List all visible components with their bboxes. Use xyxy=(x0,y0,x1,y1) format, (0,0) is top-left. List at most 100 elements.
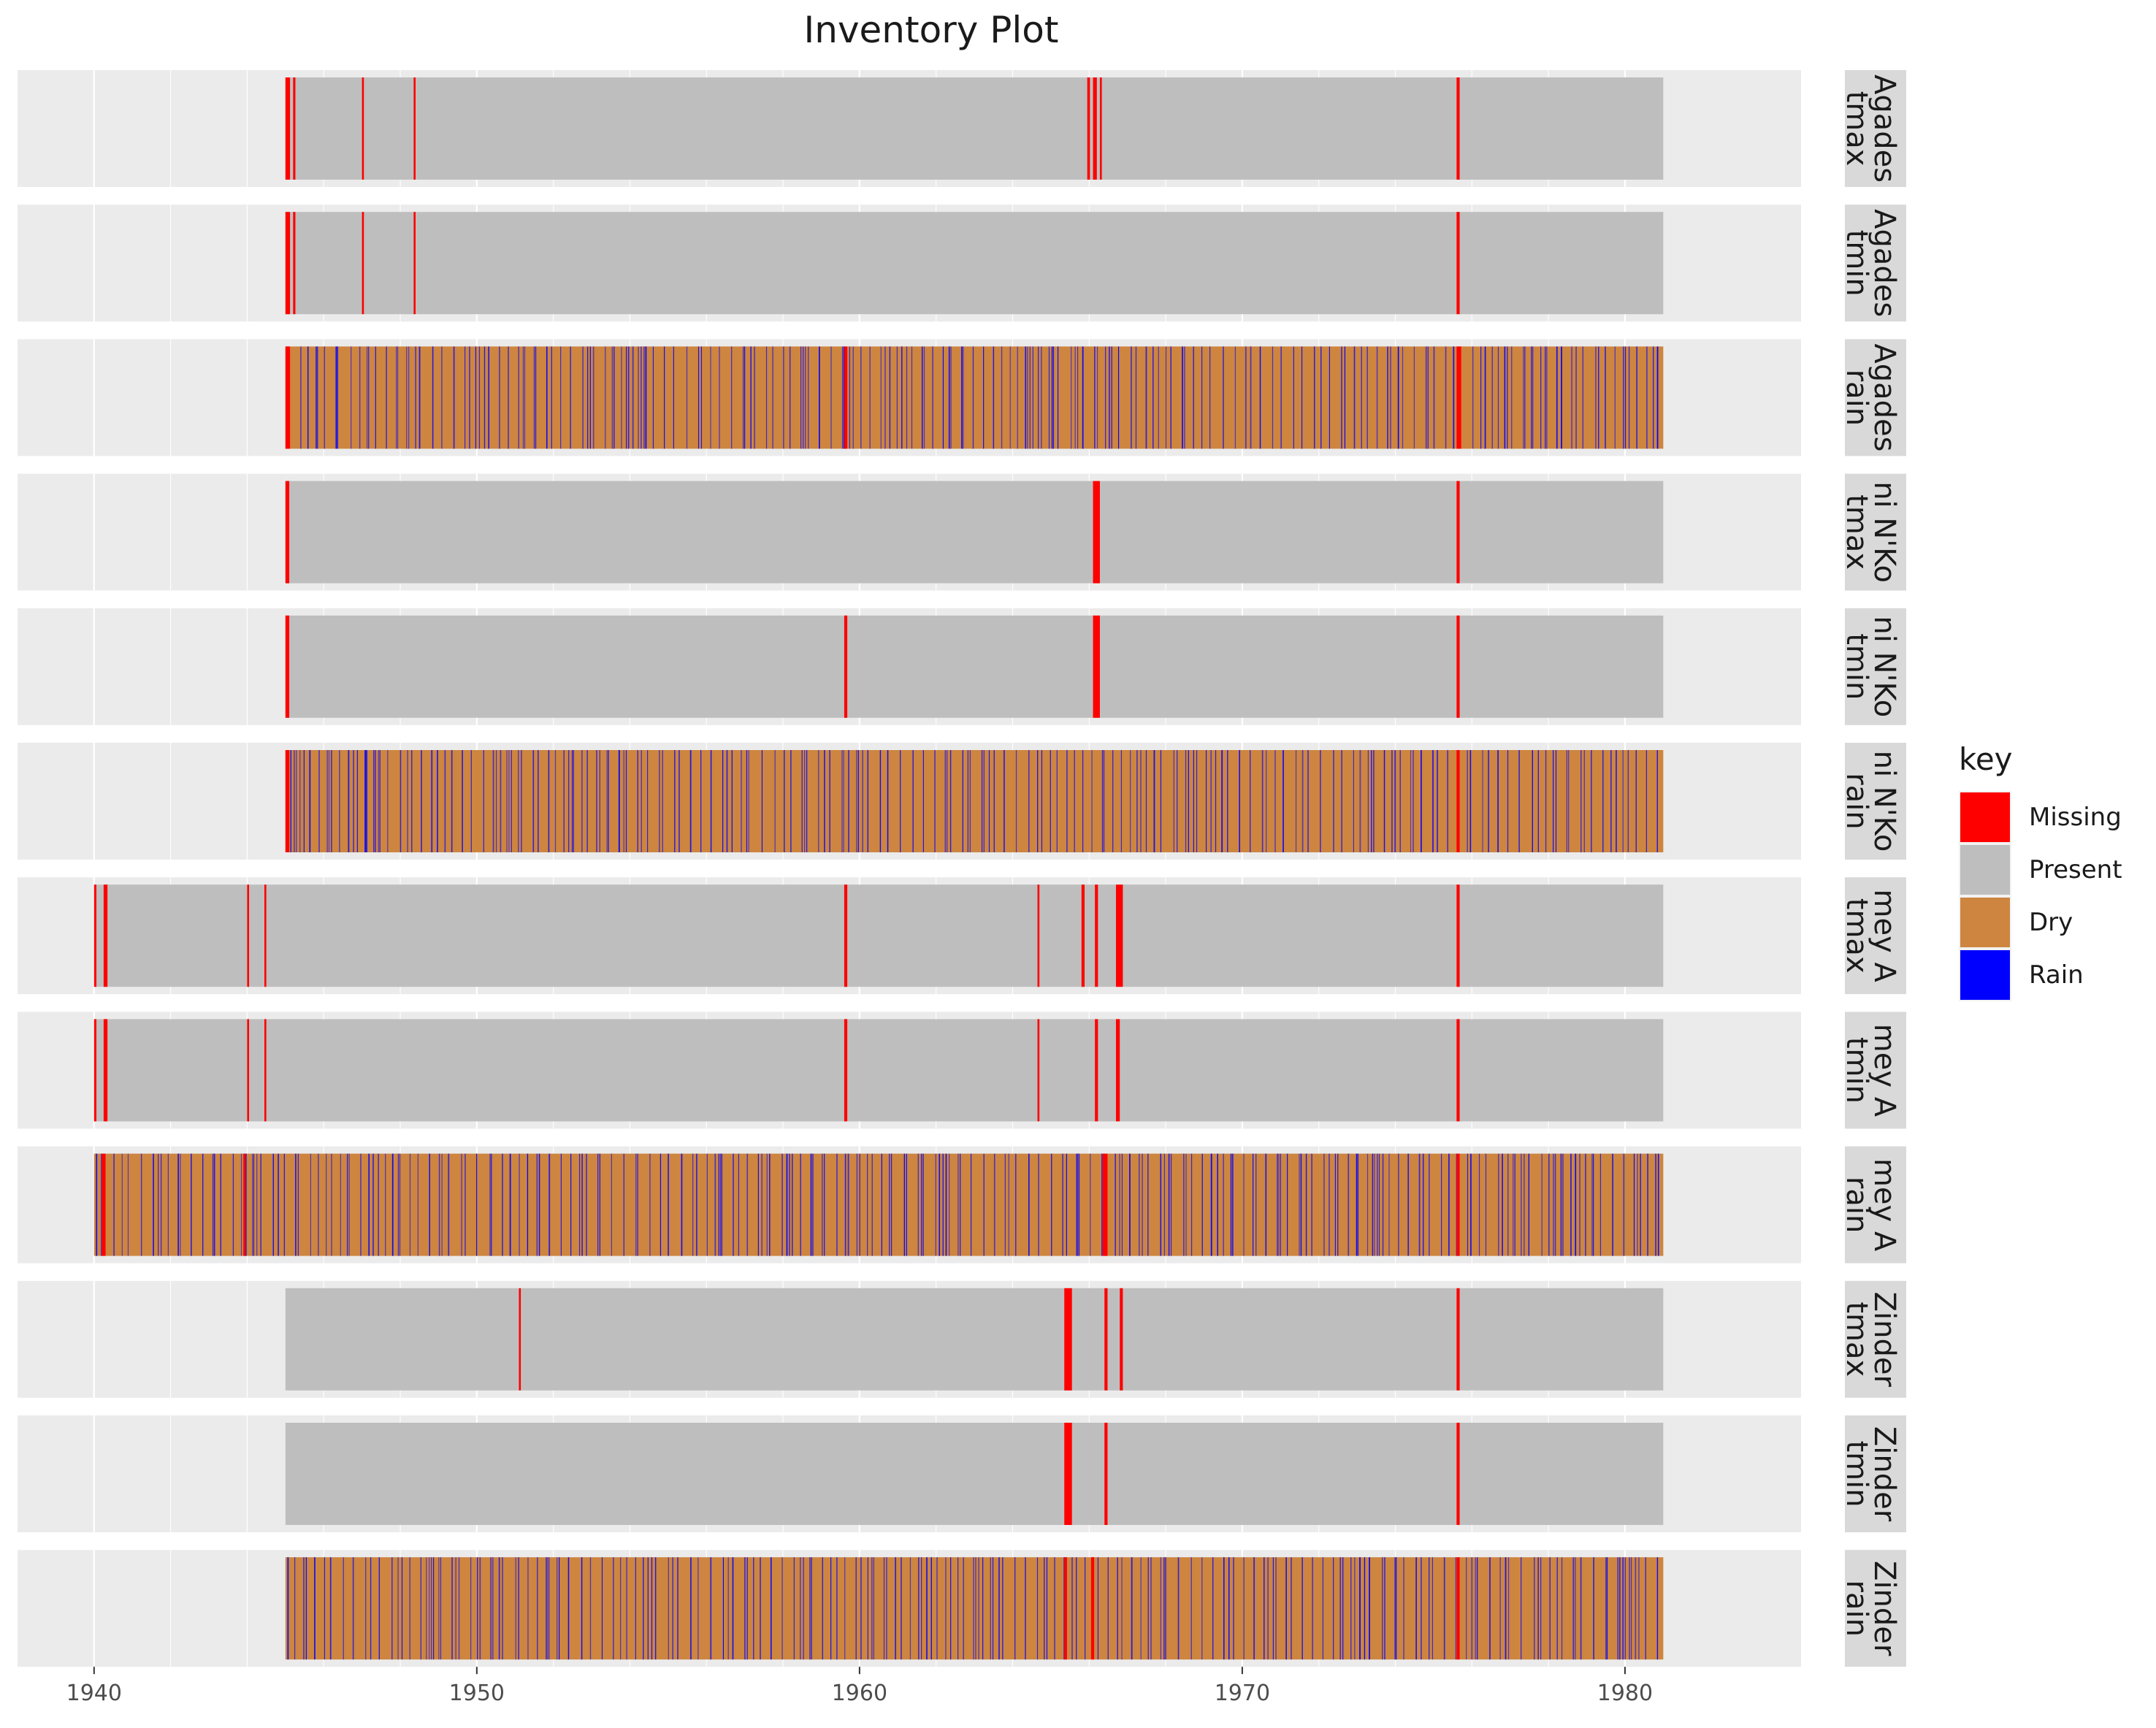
rain-mark xyxy=(1633,1153,1635,1256)
rain-mark xyxy=(909,1557,911,1660)
rain-mark xyxy=(1624,1557,1626,1660)
rain-mark xyxy=(252,1153,253,1256)
legend-label-rain: Rain xyxy=(2029,960,2084,990)
strip-label-station: mey A xyxy=(1868,1158,1901,1252)
x-tick-label: 1940 xyxy=(66,1681,122,1706)
rain-mark xyxy=(900,750,901,852)
strip-label-station: ni N'Ko xyxy=(1868,616,1901,717)
rain-mark xyxy=(1147,1557,1149,1660)
rain-mark xyxy=(1145,750,1147,852)
rain-mark xyxy=(1227,750,1228,852)
rain-mark xyxy=(1427,346,1429,449)
rain-mark xyxy=(1657,1153,1659,1256)
rain-mark xyxy=(283,1153,285,1256)
rain-mark xyxy=(626,1557,627,1660)
rain-mark xyxy=(498,1557,500,1660)
rain-mark xyxy=(804,750,806,852)
legend-swatch-rain xyxy=(1960,950,2010,1000)
rain-mark xyxy=(324,346,325,449)
rain-mark xyxy=(492,750,494,852)
rain-mark xyxy=(589,346,591,449)
rain-mark xyxy=(750,346,752,449)
rain-mark xyxy=(641,750,642,852)
rain-mark xyxy=(1037,750,1039,852)
rain-mark xyxy=(1201,1557,1203,1660)
rain-mark xyxy=(1272,346,1274,449)
rain-mark xyxy=(509,1153,511,1256)
rain-mark xyxy=(809,1557,811,1660)
missing-mark xyxy=(285,346,291,449)
rain-mark xyxy=(538,1153,540,1256)
rain-mark xyxy=(444,750,446,852)
missing-mark xyxy=(264,1019,267,1122)
rain-mark xyxy=(1357,1153,1359,1256)
rain-mark xyxy=(407,750,408,852)
rain-mark xyxy=(789,1153,790,1256)
rain-mark xyxy=(1382,1557,1383,1660)
missing-mark xyxy=(1456,1288,1460,1391)
rain-mark xyxy=(810,1153,812,1256)
rain-mark xyxy=(1342,1557,1344,1660)
rain-mark xyxy=(1645,1557,1646,1660)
rain-mark xyxy=(726,750,728,852)
rain-mark xyxy=(625,346,627,449)
rain-mark xyxy=(592,346,595,449)
rain-mark xyxy=(1038,1153,1039,1256)
rain-mark xyxy=(1402,346,1404,449)
rain-mark xyxy=(421,750,422,852)
strip-label-station: Agades xyxy=(1868,209,1901,317)
rain-mark xyxy=(1337,1153,1339,1256)
rain-mark xyxy=(1278,1153,1280,1256)
rain-mark xyxy=(939,1153,941,1256)
rain-mark xyxy=(490,1557,492,1660)
rain-mark xyxy=(848,750,849,852)
rain-mark xyxy=(1364,1557,1366,1660)
rain-mark xyxy=(1353,346,1356,449)
rain-mark xyxy=(316,346,318,449)
rain-mark xyxy=(1300,1153,1302,1256)
facet-strip xyxy=(1845,473,1906,591)
rain-mark xyxy=(830,346,832,449)
rain-mark xyxy=(1359,750,1361,852)
rain-mark xyxy=(586,346,589,449)
rain-mark xyxy=(1441,1153,1442,1256)
rain-mark xyxy=(397,346,399,449)
rain-mark xyxy=(1356,1153,1358,1256)
rain-mark xyxy=(153,1153,154,1256)
rain-mark xyxy=(1623,346,1624,449)
rain-mark xyxy=(1627,750,1629,852)
rain-mark xyxy=(1580,1557,1582,1660)
rain-mark xyxy=(1476,1557,1478,1660)
rain-mark xyxy=(586,1153,587,1256)
rain-mark xyxy=(1140,1557,1142,1660)
rain-mark xyxy=(589,1557,592,1660)
rain-mark xyxy=(1361,346,1362,449)
rain-mark xyxy=(722,1557,725,1660)
rain-mark xyxy=(1280,346,1282,449)
rain-mark xyxy=(1150,1557,1152,1660)
legend-label-present: Present xyxy=(2029,855,2122,884)
rain-mark xyxy=(720,1153,722,1256)
rain-mark xyxy=(260,1153,261,1256)
missing-mark xyxy=(1456,77,1460,180)
rain-mark xyxy=(295,1153,297,1256)
rain-mark xyxy=(551,346,552,449)
rain-mark xyxy=(1182,346,1183,449)
rain-mark xyxy=(1074,750,1075,852)
rain-mark xyxy=(949,750,952,852)
rain-mark xyxy=(1119,1153,1120,1256)
facet-strip xyxy=(1845,1012,1906,1129)
rain-mark xyxy=(783,346,784,449)
rain-mark xyxy=(1313,346,1315,449)
rain-mark xyxy=(1610,750,1612,852)
rain-mark xyxy=(1505,1557,1507,1660)
rain-mark xyxy=(391,1557,393,1660)
rain-mark xyxy=(668,1153,669,1256)
chart-title: Inventory Plot xyxy=(804,9,1059,51)
rain-mark xyxy=(890,1153,892,1256)
rain-mark xyxy=(1259,346,1261,449)
rain-mark xyxy=(1052,346,1055,449)
rain-mark xyxy=(662,750,663,852)
rain-mark xyxy=(1432,750,1434,852)
